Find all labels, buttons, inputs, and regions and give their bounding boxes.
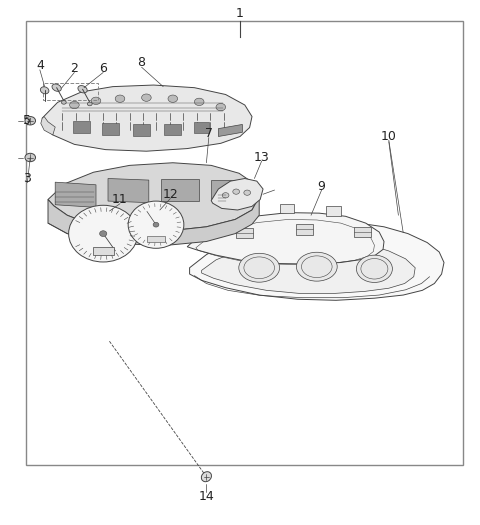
Ellipse shape — [153, 223, 159, 227]
Text: 9: 9 — [318, 180, 325, 193]
Text: 3: 3 — [24, 172, 31, 185]
Ellipse shape — [25, 153, 36, 162]
Polygon shape — [73, 121, 90, 133]
Ellipse shape — [233, 189, 240, 194]
Ellipse shape — [194, 98, 204, 106]
Text: 1: 1 — [236, 7, 244, 19]
Ellipse shape — [201, 471, 212, 482]
Ellipse shape — [61, 101, 66, 104]
Polygon shape — [93, 247, 114, 255]
Polygon shape — [41, 117, 55, 135]
Text: 4: 4 — [36, 59, 44, 72]
Ellipse shape — [87, 102, 92, 106]
Ellipse shape — [100, 230, 107, 236]
Polygon shape — [108, 178, 149, 203]
Polygon shape — [133, 124, 150, 136]
Polygon shape — [48, 163, 259, 231]
Polygon shape — [354, 227, 371, 237]
Text: 11: 11 — [112, 193, 128, 206]
Ellipse shape — [297, 252, 337, 281]
Polygon shape — [280, 204, 294, 213]
Polygon shape — [211, 180, 240, 200]
Polygon shape — [164, 124, 181, 135]
Ellipse shape — [52, 84, 61, 91]
Ellipse shape — [142, 94, 151, 101]
Ellipse shape — [115, 95, 125, 102]
Ellipse shape — [40, 87, 49, 94]
Text: 8: 8 — [138, 57, 145, 69]
Polygon shape — [187, 213, 384, 264]
Text: 12: 12 — [163, 188, 178, 201]
Polygon shape — [194, 122, 209, 133]
Polygon shape — [102, 123, 119, 135]
Text: 13: 13 — [254, 151, 269, 164]
Ellipse shape — [216, 103, 226, 111]
Polygon shape — [218, 124, 242, 136]
Polygon shape — [48, 197, 259, 245]
Polygon shape — [42, 85, 252, 151]
Ellipse shape — [128, 201, 184, 248]
Text: 2: 2 — [71, 62, 78, 75]
Text: 10: 10 — [381, 130, 397, 143]
Ellipse shape — [91, 97, 101, 104]
Polygon shape — [326, 206, 341, 216]
Polygon shape — [296, 224, 313, 235]
Ellipse shape — [244, 190, 251, 195]
Polygon shape — [190, 222, 444, 300]
Text: 6: 6 — [99, 62, 107, 75]
Polygon shape — [202, 239, 415, 293]
Ellipse shape — [70, 101, 79, 109]
Polygon shape — [236, 228, 253, 238]
Polygon shape — [211, 178, 263, 210]
Polygon shape — [233, 207, 247, 216]
Polygon shape — [161, 178, 199, 201]
Text: 14: 14 — [199, 490, 214, 502]
Ellipse shape — [222, 193, 229, 198]
Ellipse shape — [78, 86, 87, 93]
Polygon shape — [147, 236, 165, 242]
Text: 7: 7 — [205, 128, 213, 140]
Ellipse shape — [25, 117, 36, 125]
Ellipse shape — [239, 254, 279, 282]
Ellipse shape — [168, 95, 178, 102]
Polygon shape — [55, 182, 96, 207]
Ellipse shape — [69, 205, 138, 262]
Text: 5: 5 — [24, 114, 31, 127]
Ellipse shape — [356, 255, 393, 282]
